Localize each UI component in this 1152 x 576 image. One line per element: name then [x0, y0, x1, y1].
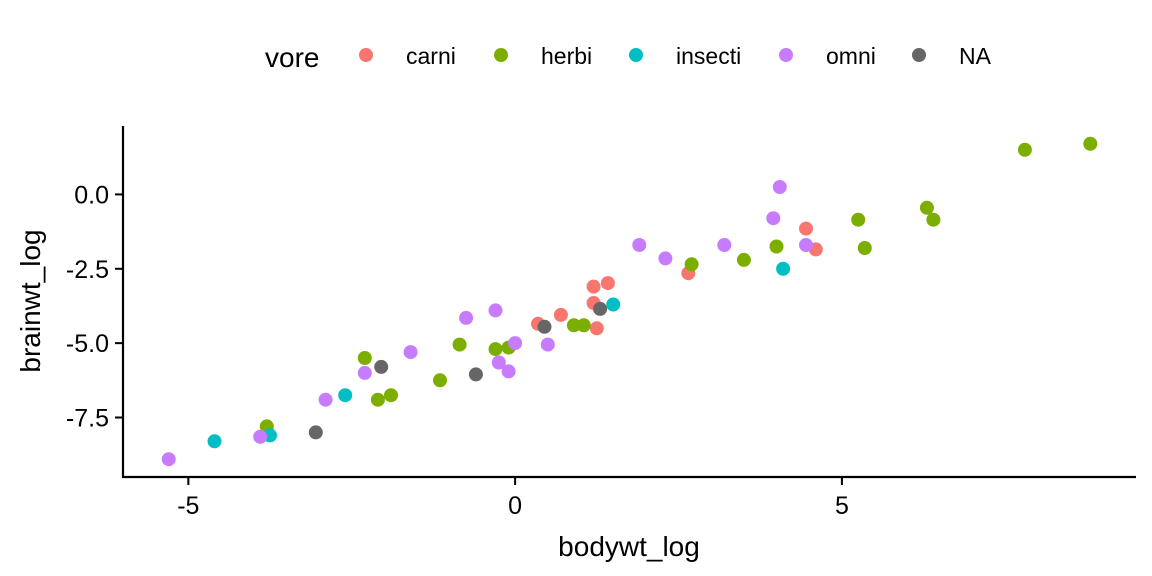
point-omni-3 [357, 365, 372, 380]
point-carni-1 [553, 307, 568, 322]
point-carni-3 [586, 279, 601, 294]
legend-key-omni [779, 48, 793, 62]
point-herbi-14 [857, 241, 872, 255]
x-tick-label: 5 [835, 492, 849, 520]
data-points [161, 136, 1098, 467]
legend-item-omni: omni [779, 43, 876, 69]
point-na-2 [468, 367, 483, 382]
point-carni-5 [589, 321, 604, 336]
point-herbi-12 [769, 239, 784, 254]
point-na-4 [593, 301, 608, 316]
point-herbi-6 [488, 342, 503, 357]
point-herbi-9 [576, 318, 591, 333]
y-tick-label: 0.0 [74, 181, 109, 209]
legend-key-carni [359, 48, 373, 62]
point-omni-16 [799, 238, 813, 252]
point-omni-8 [501, 364, 516, 379]
legend: vore carni herbi insecti omni NA [265, 42, 992, 73]
legend-label: insecti [676, 43, 741, 69]
point-omni-6 [488, 303, 503, 318]
point-herbi-17 [1017, 142, 1032, 157]
legend-label: NA [959, 43, 992, 69]
point-herbi-8 [566, 318, 581, 333]
point-omni-7 [491, 355, 506, 370]
legend-key-herbi [494, 48, 508, 62]
y-tick-label: -2.5 [66, 256, 109, 284]
legend-item-carni: carni [359, 43, 456, 69]
point-carni-7 [799, 221, 813, 236]
point-omni-5 [459, 310, 474, 325]
point-carni-4 [600, 276, 615, 291]
point-herbi-13 [851, 212, 866, 227]
point-insecti-3 [606, 297, 621, 312]
legend-label: herbi [541, 43, 592, 69]
point-na-0 [308, 425, 323, 440]
legend-title: vore [265, 42, 319, 73]
legend-item-na: NA [912, 43, 992, 69]
point-na-3 [537, 319, 552, 334]
point-omni-13 [717, 238, 732, 252]
point-omni-4 [403, 345, 418, 360]
x-tick-label: -5 [177, 492, 199, 520]
point-omni-15 [772, 180, 787, 194]
point-insecti-2 [338, 388, 353, 403]
point-herbi-18 [1083, 136, 1098, 151]
point-insecti-4 [776, 261, 791, 276]
point-herbi-10 [684, 257, 699, 272]
point-herbi-16 [926, 212, 941, 227]
legend-label: omni [826, 43, 876, 69]
point-herbi-3 [384, 388, 398, 403]
x-axis-title: bodywt_log [558, 531, 700, 562]
point-insecti-0 [207, 434, 222, 449]
axis-ticks: -5 0 5 0.0 -2.5 -5.0 -7.5 [66, 181, 849, 520]
legend-item-insecti: insecti [629, 43, 741, 69]
y-axis-title: brainwt_log [15, 229, 46, 372]
point-herbi-2 [370, 392, 385, 407]
point-na-1 [374, 359, 389, 374]
point-omni-9 [508, 336, 523, 351]
point-omni-14 [766, 211, 781, 226]
legend-key-na [912, 48, 926, 62]
legend-key-insecti [629, 48, 643, 62]
point-herbi-1 [357, 351, 372, 365]
x-tick-label: 0 [508, 492, 522, 520]
legend-label: carni [406, 43, 456, 69]
point-omni-1 [253, 429, 268, 444]
point-omni-2 [318, 392, 333, 407]
point-omni-0 [161, 452, 176, 467]
point-herbi-11 [736, 252, 751, 267]
point-omni-12 [658, 251, 673, 266]
point-herbi-15 [919, 200, 934, 215]
y-tick-label: -5.0 [66, 330, 109, 358]
legend-item-herbi: herbi [494, 43, 592, 69]
point-herbi-4 [433, 373, 447, 388]
point-omni-10 [540, 337, 555, 352]
point-omni-11 [632, 238, 647, 252]
point-herbi-5 [452, 337, 467, 352]
y-tick-label: -7.5 [66, 405, 109, 433]
